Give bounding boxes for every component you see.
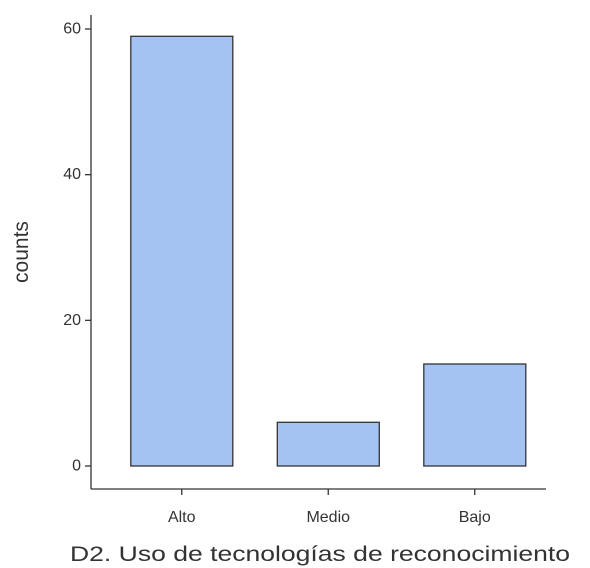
x-tick-label-medio: Medio xyxy=(306,509,350,526)
x-tick-label-alto: Alto xyxy=(168,509,196,526)
x-axis-title: D2. Uso de tecnologías de reconocimiento xyxy=(70,543,570,566)
bar-bajo xyxy=(423,363,527,467)
y-tick-label: 60 xyxy=(63,21,81,38)
y-tick-label: 20 xyxy=(63,312,81,329)
y-tick-label: 40 xyxy=(63,166,81,183)
x-tick-label-bajo: Bajo xyxy=(459,509,491,526)
bar-alto xyxy=(130,35,234,467)
y-axis-ticks: 0 20 40 60 xyxy=(63,21,91,475)
bars-layer xyxy=(130,35,527,467)
bar-medio xyxy=(276,421,380,467)
y-tick-label: 0 xyxy=(72,458,81,475)
y-axis-title: counts xyxy=(10,221,33,283)
x-axis-ticks: Alto Medio Bajo xyxy=(168,489,491,526)
